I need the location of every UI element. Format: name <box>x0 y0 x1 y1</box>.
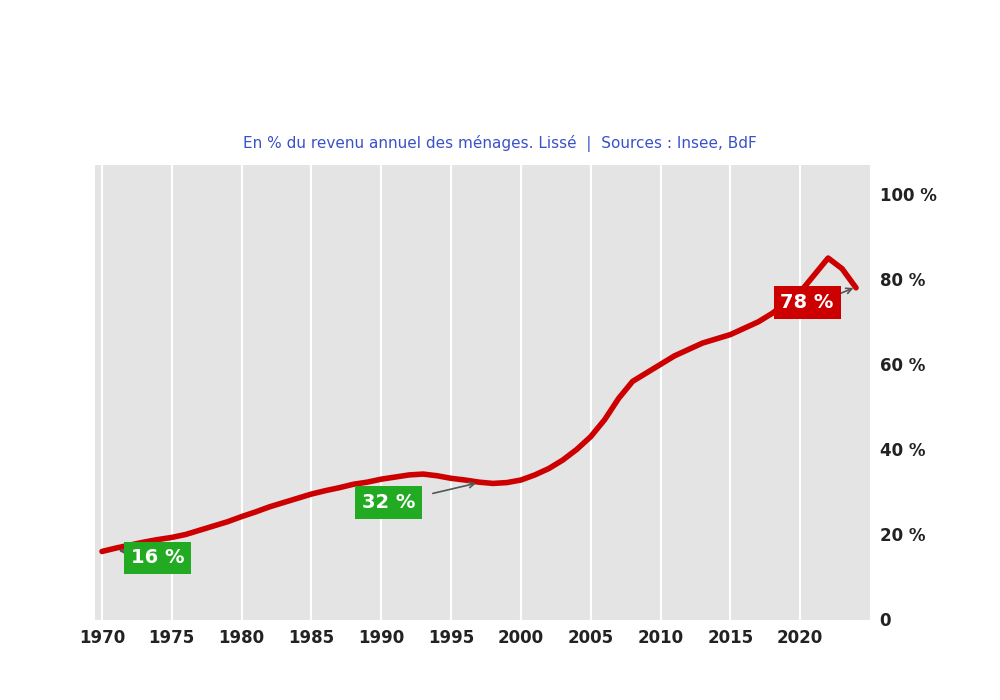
Text: Dette immobilière des ménages en France,
1970-2024: Dette immobilière des ménages en France,… <box>233 32 872 91</box>
Text: ÉLUCID: ÉLUCID <box>10 45 145 78</box>
Text: www.elucid.media: www.elucid.media <box>780 687 882 698</box>
Text: 16 %: 16 % <box>131 548 185 567</box>
Text: 32 %: 32 % <box>362 493 415 512</box>
Text: En % du revenu annuel des ménages. Lissé  |  Sources : Insee, BdF: En % du revenu annuel des ménages. Lissé… <box>243 135 757 152</box>
Text: 78 %: 78 % <box>780 293 834 312</box>
